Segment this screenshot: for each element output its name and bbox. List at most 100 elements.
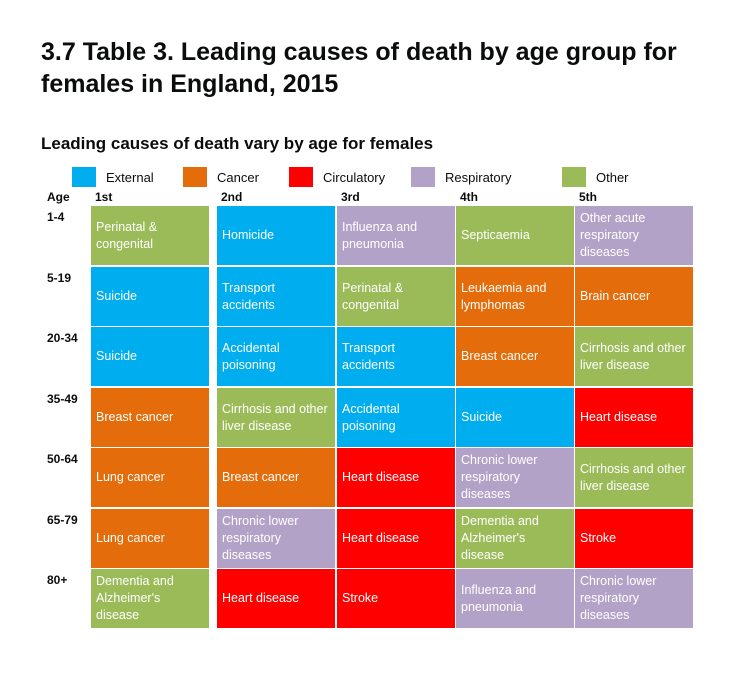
legend-label-other: Other — [596, 169, 629, 185]
table-cell: Suicide — [91, 327, 209, 386]
table-cell: Stroke — [575, 509, 693, 568]
cell-label: Breast cancer — [461, 349, 539, 363]
table-cell: Transport accidents — [217, 267, 335, 326]
table-cell: Suicide — [456, 388, 574, 447]
column-header-5th: 5th — [579, 190, 597, 204]
column-header-1st: 1st — [95, 190, 113, 204]
cell-label: Lung cancer — [96, 531, 165, 545]
legend-item-circulatory: Circulatory — [289, 167, 385, 187]
table-cell: Accidental poisoning — [217, 327, 335, 386]
table-cell: Chronic lower respiratory diseases — [456, 448, 574, 507]
cell-label: Cirrhosis and other liver disease — [222, 401, 328, 433]
cell-label: Influenza and pneumonia — [461, 582, 537, 614]
row-label-5-19: 5-19 — [47, 271, 72, 285]
cell-label: Perinatal & congenital — [342, 280, 404, 312]
table-cell: Brain cancer — [575, 267, 693, 326]
table-cell: Heart disease — [337, 448, 455, 507]
cell-label: Stroke — [580, 531, 617, 545]
cell-label: Leukaemia and lymphomas — [461, 280, 547, 312]
column-header-4th: 4th — [460, 190, 478, 204]
cell-label: Chronic lower respiratory diseases — [461, 453, 538, 501]
table-cell: Septicaemia — [456, 206, 574, 265]
table-cell: Dementia and Alzheimer's disease — [91, 569, 209, 628]
cell-label: Cirrhosis and other liver disease — [580, 461, 686, 493]
cell-label: Influenza and pneumonia — [342, 219, 418, 251]
legend-swatch-respiratory — [411, 167, 435, 187]
legend-swatch-external — [72, 167, 96, 187]
legend-swatch-cancer — [183, 167, 207, 187]
column-header-2nd: 2nd — [221, 190, 243, 204]
cell-label: Transport accidents — [222, 280, 276, 312]
row-header-label: Age — [47, 190, 70, 204]
cell-label: Chronic lower respiratory diseases — [580, 574, 657, 622]
page-title: 3.7 Table 3. Leading causes of death by … — [41, 38, 677, 98]
table-cell: Cirrhosis and other liver disease — [575, 448, 693, 507]
table-cell: Perinatal & congenital — [91, 206, 209, 265]
legend-swatch-other — [562, 167, 586, 187]
row-label-80+: 80+ — [47, 573, 68, 587]
cell-label: Brain cancer — [580, 289, 651, 303]
table-cell: Lung cancer — [91, 448, 209, 507]
cell-label: Cirrhosis and other liver disease — [580, 340, 686, 372]
table-cell: Suicide — [91, 267, 209, 326]
table-cell: Cirrhosis and other liver disease — [217, 388, 335, 447]
cell-label: Accidental poisoning — [342, 401, 400, 433]
row-label-65-79: 65-79 — [47, 513, 78, 527]
table-cell: Stroke — [337, 569, 455, 628]
table-cell: Breast cancer — [91, 388, 209, 447]
cell-label: Heart disease — [580, 410, 658, 424]
table-cell: Influenza and pneumonia — [456, 569, 574, 628]
table-cell: Accidental poisoning — [337, 388, 455, 447]
cell-label: Other acute respiratory diseases — [580, 211, 646, 259]
table-cell: Dementia and Alzheimer's disease — [456, 509, 574, 568]
table-cell: Homicide — [217, 206, 335, 265]
cell-label: Accidental poisoning — [222, 340, 280, 372]
row-label-1-4: 1-4 — [47, 210, 65, 224]
legend-item-external: External — [72, 167, 154, 187]
row-label-50-64: 50-64 — [47, 452, 78, 466]
cell-label: Stroke — [342, 591, 379, 605]
table-cell: Cirrhosis and other liver disease — [575, 327, 693, 386]
table-cell: Lung cancer — [91, 509, 209, 568]
row-label-20-34: 20-34 — [47, 331, 78, 345]
table-cell: Transport accidents — [337, 327, 455, 386]
table-cell: Breast cancer — [456, 327, 574, 386]
table-cell: Perinatal & congenital — [337, 267, 455, 326]
table-cell: Chronic lower respiratory diseases — [575, 569, 693, 628]
legend-label-circulatory: Circulatory — [323, 169, 386, 185]
table-cell: Chronic lower respiratory diseases — [217, 509, 335, 568]
legend-item-respiratory: Respiratory — [411, 167, 511, 187]
chart-subtitle: Leading causes of death vary by age for … — [41, 134, 434, 153]
cell-label: Septicaemia — [461, 228, 530, 242]
cell-label: Heart disease — [342, 470, 420, 484]
cell-label: Dementia and Alzheimer's disease — [96, 574, 174, 622]
table-cell: Heart disease — [217, 569, 335, 628]
legend-label-external: External — [106, 169, 154, 185]
legend-item-other: Other — [562, 167, 629, 187]
row-label-35-49: 35-49 — [47, 392, 78, 406]
table-cell: Breast cancer — [217, 448, 335, 507]
table-cell: Leukaemia and lymphomas — [456, 267, 574, 326]
legend-label-respiratory: Respiratory — [445, 169, 512, 185]
cell-label: Heart disease — [342, 531, 420, 545]
table-cell: Influenza and pneumonia — [337, 206, 455, 265]
legend-label-cancer: Cancer — [217, 169, 259, 185]
legend-swatch-circulatory — [289, 167, 313, 187]
table-cell: Other acute respiratory diseases — [575, 206, 693, 265]
cell-label: Dementia and Alzheimer's disease — [461, 514, 539, 562]
cell-label: Suicide — [96, 289, 137, 303]
cell-label: Lung cancer — [96, 470, 165, 484]
cell-label: Chronic lower respiratory diseases — [222, 514, 299, 562]
cell-label: Perinatal & congenital — [96, 219, 158, 251]
table-cell: Heart disease — [337, 509, 455, 568]
cell-label: Suicide — [96, 349, 137, 363]
cell-label: Heart disease — [222, 591, 300, 605]
legend-item-cancer: Cancer — [183, 167, 259, 187]
cell-label: Homicide — [222, 228, 275, 242]
cell-label: Transport accidents — [342, 340, 396, 372]
table-cell: Heart disease — [575, 388, 693, 447]
column-header-3rd: 3rd — [341, 190, 360, 204]
cell-label: Breast cancer — [96, 410, 174, 424]
cell-label: Suicide — [461, 410, 502, 424]
cell-label: Breast cancer — [222, 470, 300, 484]
